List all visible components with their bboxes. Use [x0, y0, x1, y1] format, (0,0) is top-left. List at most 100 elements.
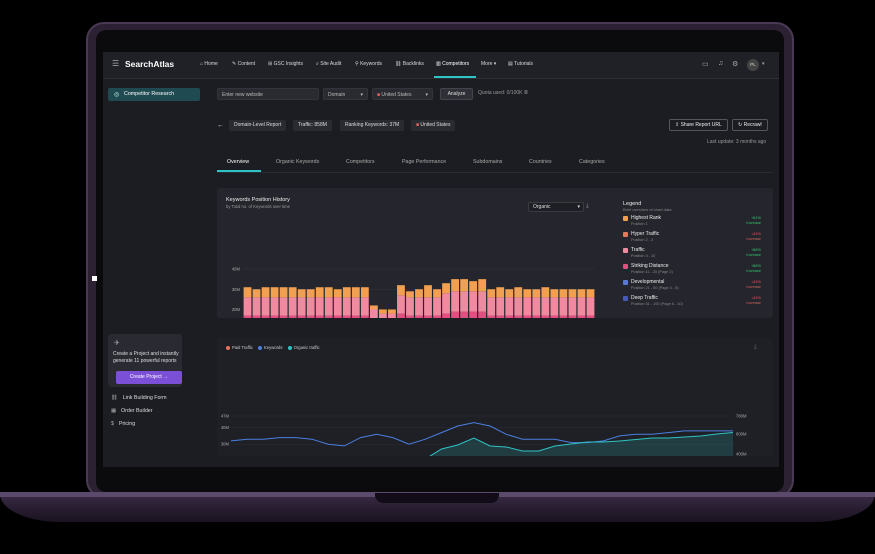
tab-competitors[interactable]: Competitors [346, 159, 375, 165]
legend-item[interactable]: Highest Rank Position 1 ↑61% Increase [623, 215, 771, 231]
keywords-bar-chart: 010M20M30M40MOct 20Dec 20Feb 21Apr 21Jun… [232, 267, 595, 318]
bar-segment [252, 315, 261, 318]
legend-item[interactable]: Striking Distance Position 11 - 20 (Page … [623, 263, 771, 279]
sidebar-pricing[interactable]: $ Pricing [111, 421, 135, 427]
search-input[interactable]: Enter new website [217, 88, 319, 100]
legend-item[interactable]: Traffic Position 4 - 10 ↑86% Increase [623, 247, 771, 263]
nav-competitors[interactable]: ▥ Competitors [436, 61, 470, 67]
bar-segment [577, 297, 586, 316]
bar-segment [496, 287, 505, 298]
y-tick-label: 30M [232, 287, 241, 292]
legend-label[interactable]: Organic traffic [293, 345, 320, 350]
bar-segment [496, 315, 505, 318]
share-report-url-button[interactable]: ⇪ Share Report URL [669, 119, 728, 131]
create-project-button[interactable]: Create Project → [116, 371, 182, 384]
gear-icon[interactable]: ⚙ [732, 61, 739, 68]
bar-segment [487, 289, 496, 298]
bar-segment [397, 285, 405, 296]
sidebar-order-builder[interactable]: ▦ Order Builder [111, 408, 153, 414]
type-select[interactable]: Domain ▾ [323, 88, 368, 100]
bar-segment [505, 289, 514, 298]
nav-keywords[interactable]: ⚲ Keywords [355, 61, 383, 67]
legend-label[interactable]: Paid Traffic [232, 345, 253, 350]
organic-dropdown[interactable]: Organic ▾ [528, 202, 584, 212]
nav-label: Content [237, 61, 256, 67]
tabs-divider [217, 172, 773, 173]
legend-item[interactable]: Deep Traffic Position 51 - 100 (Page 6 - … [623, 295, 771, 311]
nav-gsc-insights[interactable]: ⊞ GSC Insights [268, 61, 304, 67]
bar-segment [252, 297, 261, 316]
tab-overview[interactable]: Overview [227, 159, 250, 165]
legend-label[interactable]: Keywords [264, 345, 283, 350]
bar-segment [550, 297, 559, 316]
bell-icon[interactable]: ♫ [718, 60, 724, 67]
bar-segment [397, 313, 405, 318]
organic-traffic-line [429, 432, 734, 456]
download-icon[interactable]: ⤓ [586, 203, 589, 209]
bar-segment [550, 315, 559, 318]
legend-checkbox[interactable] [623, 232, 628, 237]
tab-subdomains[interactable]: Subdomains [473, 159, 503, 165]
bar-segment [406, 297, 414, 316]
menu-icon[interactable]: ☰ [112, 59, 120, 68]
download-icon[interactable]: ⤓ [754, 344, 757, 350]
bar-segment [270, 297, 279, 316]
legend-item-change: ↑86% [750, 247, 761, 252]
legend-item-name: Traffic [631, 247, 645, 253]
chevron-down-icon[interactable]: ▾ [762, 61, 765, 67]
link-icon: ⛓ [111, 395, 118, 401]
nav-site-audit[interactable]: ⌕ Site Audit [316, 61, 342, 67]
sidebar-item-competitor-research[interactable]: ◎ Competitor Research [108, 88, 200, 101]
app-logo[interactable]: SearchAtlas [125, 59, 175, 69]
nav-home[interactable]: ⌂ Home [200, 61, 218, 67]
legend-checkbox[interactable] [623, 280, 628, 285]
sidebar-link-building-form[interactable]: ⛓ Link Building Form [111, 395, 167, 401]
bar-segment [243, 315, 252, 318]
card-title: Keywords Position History [226, 197, 290, 203]
bar-segment [406, 291, 414, 298]
nav-label: Tutorials [514, 61, 534, 67]
tab-countries[interactable]: Countries [529, 159, 552, 165]
legend-item-trend: Increase [746, 237, 761, 241]
bar-segment [541, 297, 550, 316]
legend-item[interactable]: Hyper Traffic Position 2 - 3 ↓41% Increase [623, 231, 771, 247]
bar-segment [487, 315, 496, 318]
legend-item-trend: Increase [746, 285, 761, 289]
bar-segment [297, 297, 306, 316]
chat-icon[interactable]: ▭ [702, 61, 709, 68]
legend-checkbox[interactable] [623, 296, 628, 301]
legend-checkbox[interactable] [623, 264, 628, 269]
bar-segment [451, 311, 460, 318]
database-icon: ≣ [523, 90, 529, 96]
quota-text: Quota used: 0/100K ≣ [478, 90, 528, 96]
tab-page-performance[interactable]: Page Performance [402, 159, 447, 165]
sidebar-link-label: Order Builder [121, 408, 153, 414]
bar-segment [478, 291, 487, 312]
type-value: Domain [328, 92, 346, 98]
legend-item[interactable]: Developmental Position 21 - 50 (Page 3 - … [623, 279, 771, 295]
nav-backlinks[interactable]: ⛓ Backlinks [395, 61, 424, 67]
recrawl-button[interactable]: ↻ Recrawl [732, 119, 768, 131]
tab-organic-keywords[interactable]: Organic Keywords [276, 159, 320, 165]
bar-segment [324, 315, 333, 318]
analyze-button[interactable]: Analyze [440, 88, 473, 100]
legend-title: Legend [623, 201, 642, 207]
avatar[interactable]: PL [747, 59, 759, 71]
bar-segment [442, 313, 450, 318]
nav-more[interactable]: More ▾ [481, 61, 497, 67]
tab-categories[interactable]: Categories [579, 159, 605, 165]
country-select[interactable]: ■ United States ▾ [372, 88, 433, 100]
legend-checkbox[interactable] [623, 248, 628, 253]
nav-label: Home [204, 61, 218, 67]
bar-segment [442, 283, 450, 294]
bar-segment [451, 291, 460, 312]
back-arrow-icon[interactable]: ← [217, 122, 224, 129]
legend-item-position: Position 51 - 100 (Page 6 - 10) [631, 302, 683, 306]
recrawl-label: Recrawl [743, 122, 762, 128]
bar-segment [388, 309, 396, 314]
legend-checkbox[interactable] [623, 216, 628, 221]
nav-tutorials[interactable]: ▤ Tutorials [508, 61, 534, 67]
quota-label: Quota used: 0/100K [478, 90, 523, 96]
nav-content[interactable]: ✎ Content [232, 61, 256, 67]
bar-segment [577, 315, 586, 318]
